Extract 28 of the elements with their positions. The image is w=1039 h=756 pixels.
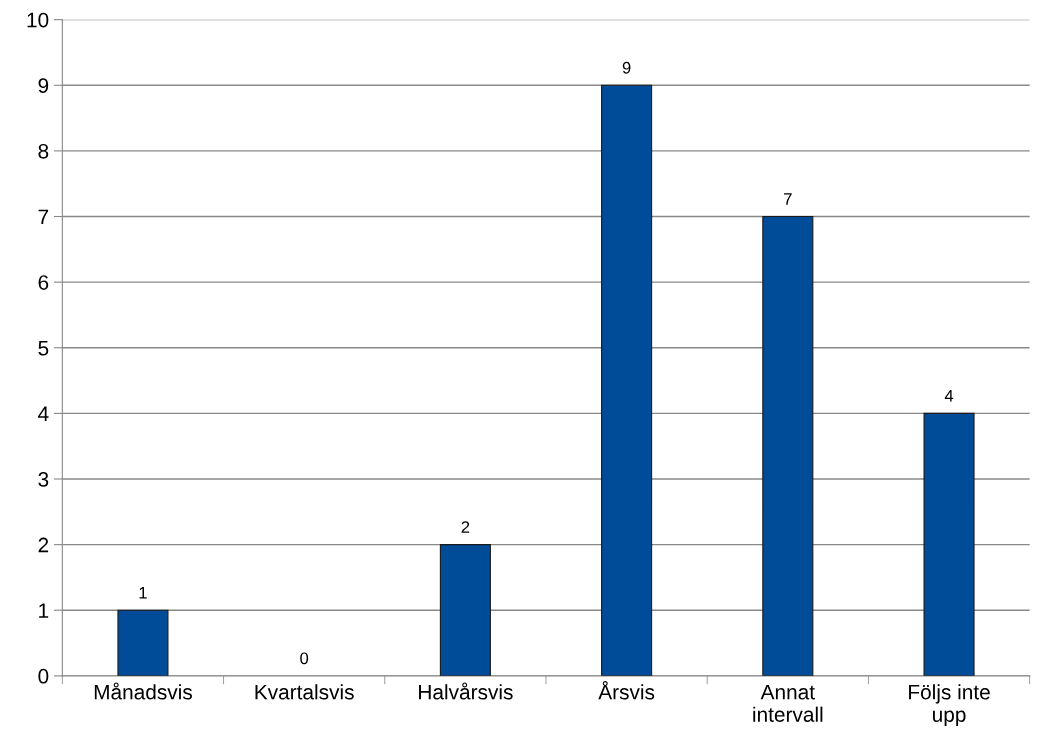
bar — [762, 215, 814, 676]
x-tick-label: Halvårsvis — [419, 682, 513, 700]
bar — [923, 412, 975, 676]
y-tick-label: 9 — [38, 78, 49, 94]
y-tick-label: 1 — [39, 603, 49, 618]
data-label: 2 — [461, 521, 470, 533]
x-tick-label: Månadsvis — [94, 682, 192, 700]
y-tick-label: 8 — [38, 143, 49, 159]
data-label: 1 — [139, 586, 147, 599]
y-tick-label: 3 — [38, 472, 49, 487]
x-tick-label: Annat intervall — [753, 684, 823, 722]
data-label: 7 — [784, 193, 792, 205]
y-tick-label: 2 — [38, 537, 49, 553]
bar — [601, 84, 653, 676]
x-tick-label: Följs inte upp — [909, 684, 990, 727]
x-tick-label: Årsvis — [598, 681, 655, 700]
y-tick-label: 5 — [38, 340, 49, 356]
y-tick-label: 7 — [38, 209, 49, 225]
y-tick-label: 0 — [38, 668, 49, 684]
data-label: 9 — [622, 61, 631, 74]
data-label: 4 — [944, 390, 954, 402]
bar — [439, 544, 491, 676]
y-tick-label: 6 — [38, 275, 49, 290]
bar — [117, 609, 169, 676]
y-tick-label: 10 — [27, 12, 49, 28]
x-tick-label: Kvartalsvis — [255, 684, 354, 700]
y-tick-label: 4 — [38, 406, 49, 421]
data-label: 0 — [300, 652, 309, 665]
